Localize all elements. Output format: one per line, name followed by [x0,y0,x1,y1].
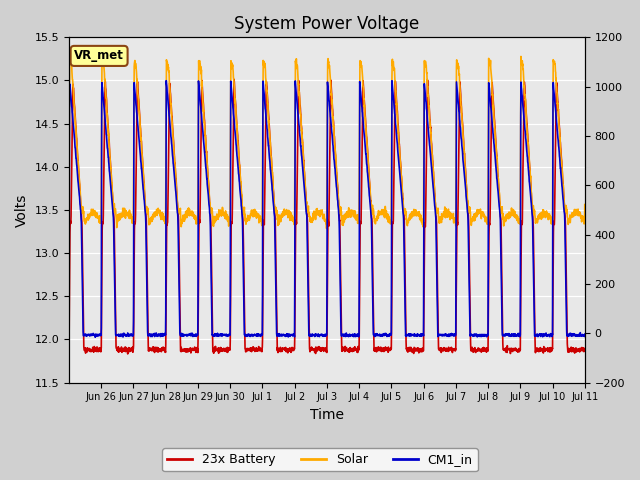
CM1_in [228,97,236,103]
Y-axis label: Volts: Volts [15,193,29,227]
CM1_in [92,335,99,340]
CM1_in [65,332,73,337]
Solar [65,198,73,204]
CM1_in [574,332,582,338]
23x Battery [511,346,519,352]
Solar [581,202,589,207]
Line: 23x Battery: 23x Battery [69,79,585,354]
Solar [323,226,330,231]
23x Battery [228,221,236,227]
23x Battery [230,76,238,82]
Text: VR_met: VR_met [74,49,124,62]
Solar [574,213,582,218]
Line: Solar: Solar [69,57,585,228]
CM1_in [358,104,366,110]
Solar [517,54,525,60]
23x Battery [116,348,124,354]
CM1_in [483,332,490,338]
23x Battery [65,346,73,352]
Solar [482,217,490,223]
CM1_in [581,331,589,337]
23x Battery [483,349,490,355]
Solar [511,214,519,219]
CM1_in [117,333,125,338]
X-axis label: Time: Time [310,408,344,422]
Solar [228,62,236,68]
Line: CM1_in: CM1_in [69,81,585,337]
23x Battery [124,351,132,357]
23x Battery [358,154,366,160]
CM1_in [511,332,519,338]
23x Battery [581,347,589,352]
Solar [358,63,365,69]
CM1_in [163,78,170,84]
Title: System Power Voltage: System Power Voltage [234,15,420,33]
Legend: 23x Battery, Solar, CM1_in: 23x Battery, Solar, CM1_in [163,448,477,471]
23x Battery [574,348,582,353]
Solar [116,214,124,220]
